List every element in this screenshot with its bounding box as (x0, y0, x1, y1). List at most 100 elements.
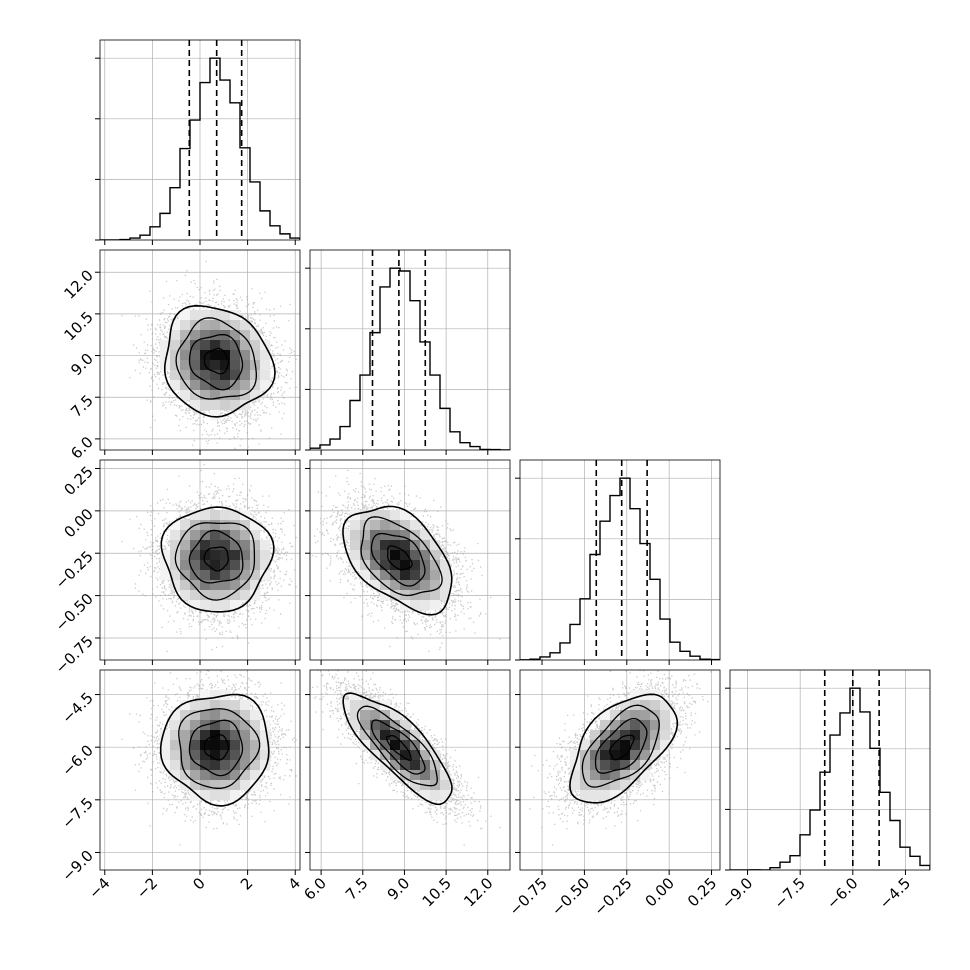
density-cell (210, 590, 221, 601)
density-cell (380, 560, 391, 571)
density-cell (580, 780, 591, 791)
density-cell (400, 510, 411, 521)
density-cell (180, 740, 191, 751)
contour-line-3 (188, 333, 244, 391)
density-cell (180, 350, 191, 361)
density-cell (230, 310, 241, 321)
density-cell (200, 390, 211, 401)
contour-line-2 (360, 516, 443, 597)
density-cell (210, 580, 221, 591)
y-tick-label: 0.00 (60, 505, 96, 541)
density-cell (220, 400, 231, 411)
density-cell (190, 330, 201, 341)
density-cell (180, 590, 191, 601)
contour-outer (342, 505, 453, 616)
density-cell (250, 580, 261, 591)
density-cell (600, 730, 611, 741)
density-cell (250, 720, 261, 731)
density-cell (230, 600, 241, 611)
x-tick-label: −2 (133, 874, 161, 902)
density-cell (260, 730, 271, 741)
density-cell (250, 560, 261, 571)
density-cell (230, 770, 241, 781)
density-cell (430, 590, 441, 601)
density-cell (190, 780, 201, 791)
density-cell (220, 730, 231, 741)
density-cell (200, 760, 211, 771)
density-cell (220, 370, 231, 381)
x-tick-label: 10.5 (419, 874, 455, 910)
density-cell (200, 730, 211, 741)
density-cell (430, 550, 441, 561)
density-cell (180, 700, 191, 711)
density-cell (180, 330, 191, 341)
density-cell (190, 360, 201, 371)
density-cell (200, 530, 211, 541)
density-cell (640, 750, 651, 761)
density-cell (380, 510, 391, 521)
density-cell (230, 540, 241, 551)
contour-line-4 (609, 734, 635, 761)
density-cell (180, 720, 191, 731)
density-cell (410, 750, 421, 761)
density-cell (260, 570, 271, 581)
density-cell (360, 550, 371, 561)
density-cell (200, 380, 211, 391)
density-cell (210, 790, 221, 801)
density-cell (260, 560, 271, 571)
contour-line-2 (356, 705, 438, 787)
density-cell (350, 550, 361, 561)
density-cell (230, 780, 241, 791)
density-cell (210, 720, 221, 731)
density-cell (600, 740, 611, 751)
density-cell (210, 740, 221, 751)
density-cell (350, 540, 361, 551)
density-cell (390, 540, 401, 551)
density-cell (200, 330, 211, 341)
density-cell (610, 770, 621, 781)
density-cell (390, 570, 401, 581)
density-cell (170, 730, 181, 741)
density-cell (230, 390, 241, 401)
contour-line-4 (203, 546, 229, 572)
density-cell (620, 720, 631, 731)
density-cell (200, 510, 211, 521)
density-cell (180, 380, 191, 391)
density-cell (240, 330, 251, 341)
density-cell (230, 520, 241, 531)
density-cell (610, 740, 621, 751)
density-cell (630, 710, 641, 721)
contour-line-3 (188, 529, 244, 584)
density-cell (380, 740, 391, 751)
density-cell (210, 550, 221, 561)
x-tick-label: −4.5 (876, 874, 914, 912)
density-cell (190, 400, 201, 411)
density-cell (380, 550, 391, 561)
density-cell (180, 340, 191, 351)
density-cell (200, 580, 211, 591)
density-cell (610, 750, 621, 761)
density-cell (380, 750, 391, 761)
density-cell (370, 520, 381, 531)
density-cell (250, 540, 261, 551)
density-cell (180, 320, 191, 331)
density-cell (210, 400, 221, 411)
contour-line-4 (203, 734, 230, 761)
density-cell (160, 560, 171, 571)
density-cell (190, 590, 201, 601)
density-cell (630, 740, 641, 751)
density-cell (210, 710, 221, 721)
density-cell (640, 700, 651, 711)
density-cell (230, 740, 241, 751)
density-cell (200, 780, 211, 791)
density-cell (590, 790, 601, 801)
density-cell (230, 730, 241, 741)
contour-line-2 (581, 704, 660, 788)
density-cell (240, 710, 251, 721)
x-tick-label: 2 (237, 874, 256, 893)
density-cell (380, 530, 391, 541)
density-cell (210, 350, 221, 361)
density-cell (180, 760, 191, 771)
density-cell (250, 520, 261, 531)
density-cell (390, 550, 401, 561)
